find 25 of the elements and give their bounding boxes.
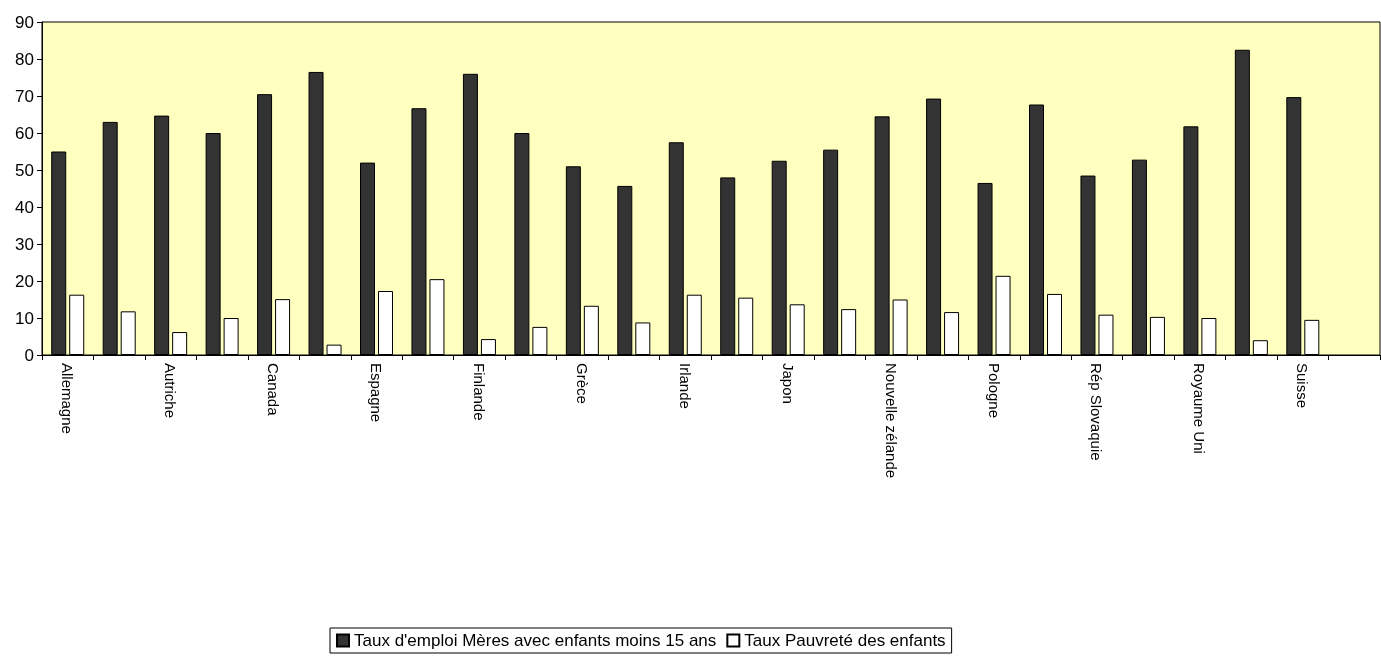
x-tick-label: Canada xyxy=(265,363,283,417)
legend-label: Taux Pauvreté des enfants xyxy=(744,631,946,650)
y-tick-label: 0 xyxy=(24,345,34,365)
legend-label: Taux d'emploi Mères avec enfants moins 15 ans xyxy=(354,631,717,650)
y-tick-label: 50 xyxy=(15,160,34,180)
x-tick-label: Finlande xyxy=(470,363,488,421)
x-tick-label: Suisse xyxy=(1294,363,1312,409)
y-tick-label: 30 xyxy=(15,234,34,254)
y-tick-label: 20 xyxy=(15,271,34,291)
x-tick-label: Japon xyxy=(779,363,797,404)
x-tick-label: Irlande xyxy=(676,363,694,409)
x-tick-label: Pologne xyxy=(985,363,1003,419)
x-tick-label: Autriche xyxy=(162,363,180,419)
x-tick-label: Grèce xyxy=(573,363,591,404)
x-tick-label: Royaume Uni xyxy=(1191,363,1209,454)
y-tick-label: 60 xyxy=(15,123,34,143)
x-tick-label: Nouvelle zélande xyxy=(882,363,900,479)
y-tick-label: 70 xyxy=(15,86,34,106)
y-tick-label: 40 xyxy=(15,197,34,217)
x-tick-label: Espagne xyxy=(368,363,385,423)
x-tick-label: Allemagne xyxy=(59,363,77,434)
x-tick-label: Rép Slovaquie xyxy=(1088,363,1106,461)
y-tick-label: 10 xyxy=(15,308,34,328)
y-tick-label: 90 xyxy=(15,12,34,32)
y-tick-label: 80 xyxy=(15,49,34,69)
